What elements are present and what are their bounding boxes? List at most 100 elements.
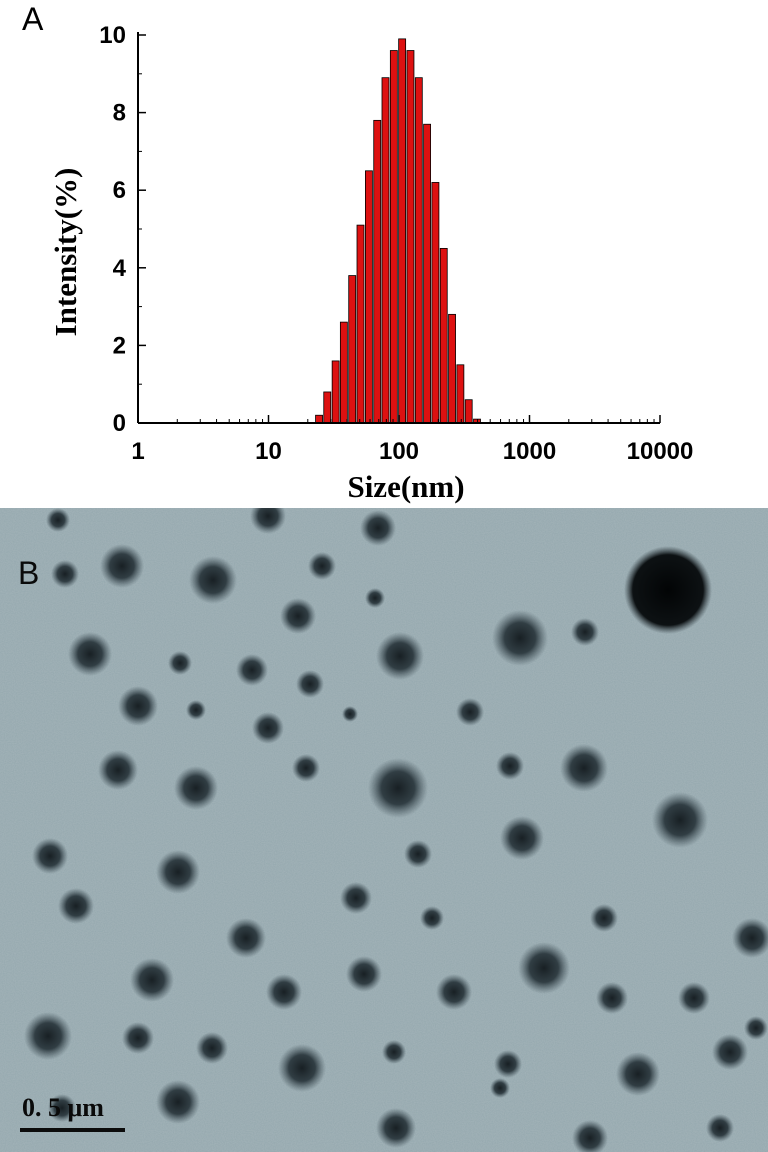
- nanoparticle: [32, 838, 68, 874]
- nanoparticle: [456, 698, 484, 726]
- nanoparticle: [250, 508, 286, 534]
- nanoparticle: [732, 918, 768, 958]
- nanoparticle: [100, 544, 144, 588]
- x-tick-label: 10000: [627, 438, 694, 465]
- nanoparticle: [744, 1016, 768, 1040]
- x-tick-label: 100: [379, 438, 419, 465]
- y-tick-label: 8: [113, 100, 126, 127]
- nanoparticle: [156, 850, 200, 894]
- bar: [381, 77, 390, 424]
- nanoparticle: [490, 1078, 510, 1098]
- y-tick-label: 10: [99, 22, 126, 49]
- nanoparticle: [266, 974, 302, 1010]
- bar: [456, 364, 465, 424]
- nanoparticle: [706, 1114, 734, 1142]
- nanoparticle: [252, 712, 284, 744]
- nanoparticle: [500, 816, 544, 860]
- bar: [423, 123, 432, 424]
- nanoparticle: [492, 610, 548, 666]
- nanoparticle: [560, 744, 608, 792]
- bar: [323, 391, 332, 424]
- nanoparticle: [292, 754, 320, 782]
- nanoparticle: [68, 632, 112, 676]
- nanoparticle: [340, 882, 372, 914]
- nanoparticle: [346, 956, 382, 992]
- nanoparticle: [58, 888, 94, 924]
- nanoparticle: [278, 1044, 326, 1092]
- bar: [365, 170, 373, 424]
- bar: [398, 38, 407, 424]
- x-axis-title: Size(nm): [347, 469, 464, 504]
- nanoparticle: [376, 1108, 416, 1148]
- bar: [331, 360, 340, 424]
- nanoparticle: [342, 706, 358, 722]
- nanoparticle: [590, 904, 618, 932]
- bar: [315, 414, 323, 424]
- nanoparticle: [296, 670, 324, 698]
- bar: [431, 182, 440, 424]
- bar: [348, 275, 357, 424]
- nanoparticle: [46, 508, 70, 532]
- bar: [414, 77, 423, 424]
- bar: [373, 119, 382, 424]
- panel-b-label: B: [18, 555, 39, 591]
- nanoparticle: [712, 1034, 748, 1070]
- bar: [356, 224, 365, 424]
- y-tick-label: 2: [113, 332, 126, 359]
- nanoparticles: [24, 508, 768, 1152]
- nanoparticle: [226, 918, 266, 958]
- tem-image: B 0. 5 μm: [0, 508, 768, 1152]
- nanoparticle: [404, 840, 432, 868]
- nanoparticle: [118, 686, 158, 726]
- bar: [439, 247, 448, 424]
- bar: [448, 313, 456, 424]
- panel-a-label: A: [22, 1, 44, 37]
- y-tick-label: 0: [113, 410, 126, 437]
- nanoparticle: [122, 1022, 154, 1054]
- bar: [339, 321, 348, 424]
- nanoparticle: [189, 556, 237, 604]
- nanoparticle: [98, 750, 138, 790]
- scale-bar-label: 0. 5 μm: [22, 1093, 104, 1122]
- nanoparticle: [365, 588, 385, 608]
- y-tick-label: 6: [113, 177, 126, 204]
- nanoparticle: [436, 974, 472, 1010]
- y-tick-label: 4: [113, 255, 127, 282]
- nanoparticle: [51, 560, 79, 588]
- nanoparticle: [596, 982, 628, 1014]
- nanoparticle: [156, 1080, 200, 1124]
- nanoparticle: [186, 700, 206, 720]
- tem-micrograph: B 0. 5 μm: [0, 508, 768, 1152]
- nanoparticle: [48, 1094, 76, 1122]
- nanoparticle: [280, 598, 316, 634]
- nanoparticle: [518, 942, 570, 994]
- nanoparticle: [382, 1040, 406, 1064]
- nanoparticle: [420, 906, 444, 930]
- nanoparticle: [496, 752, 524, 780]
- bar: [389, 50, 398, 424]
- nanoparticle: [624, 546, 712, 634]
- nanoparticle: [494, 1050, 522, 1078]
- x-tick-label: 1000: [503, 438, 556, 465]
- nanoparticle: [308, 552, 336, 580]
- bar: [464, 399, 473, 424]
- nanoparticle: [571, 618, 599, 646]
- nanoparticle: [572, 1120, 608, 1152]
- nanoparticle: [376, 632, 424, 680]
- bar-series: [315, 38, 481, 424]
- nanoparticle: [652, 792, 708, 848]
- y-axis-title: Intensity(%): [48, 168, 83, 337]
- nanoparticle: [168, 651, 192, 675]
- axes: 1 10 100 1000 10000 0 2 4 6 8 10: [99, 22, 693, 465]
- nanoparticle: [360, 510, 396, 546]
- nanoparticle: [130, 958, 174, 1002]
- nanoparticle: [196, 1032, 228, 1064]
- nanoparticle: [174, 766, 218, 810]
- x-tick-label: 1: [131, 438, 144, 465]
- nanoparticle: [616, 1052, 660, 1096]
- bar: [406, 50, 415, 424]
- nanoparticle: [368, 758, 428, 818]
- nanoparticle: [678, 982, 710, 1014]
- nanoparticle: [24, 1012, 72, 1060]
- x-tick-label: 10: [255, 438, 282, 465]
